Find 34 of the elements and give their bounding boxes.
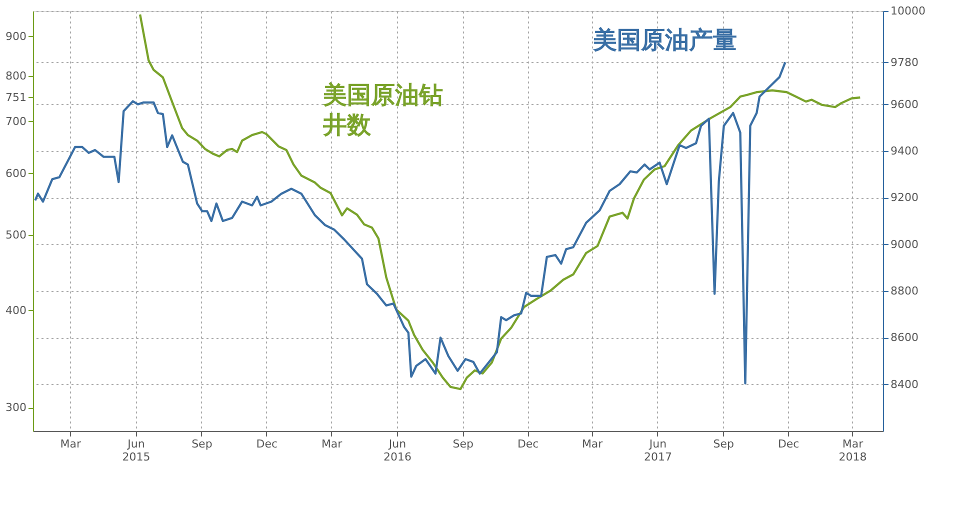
x-tick-label: Dec [778,438,800,450]
x-tick-label: Jun 2017 [644,438,672,464]
y-tick-label: 800 [6,70,26,83]
y-tick-label: 500 [6,228,26,242]
y-tick-label: 700 [6,114,26,128]
series-label: 美国原油产量 [592,26,737,54]
x-tick-label: Jun 2016 [383,438,412,464]
x-tick-label: Mar [582,438,604,450]
x-tick-label: Dec [256,438,278,450]
x-tick-label: Jun 2015 [122,438,150,464]
x-tick-label: Sep [452,438,474,450]
y2-tick-label: 9000 [890,238,918,251]
line-series [138,13,862,390]
y2-tick-label: 8600 [890,331,918,344]
x-tick-label: Sep [192,438,212,450]
y2-tick-label: 9400 [890,144,918,158]
x-tick-label: Sep [713,438,734,450]
y2-tick-label: 9600 [890,98,918,111]
x-tick-label: Dec [517,438,539,450]
y-tick-label: 751 [6,91,26,104]
y2-tick-label: 10000 [890,4,926,18]
x-tick-label: Mar [60,438,82,450]
y-tick-label: 600 [6,166,26,180]
y-tick-label: 300 [6,401,26,414]
x-tick-label: Mar 2018 [838,438,867,464]
line-series [34,61,786,384]
y2-tick-label: 8800 [890,284,918,298]
series-label: 美国原油钻井数 [322,81,443,139]
y2-tick-label: 9200 [890,191,918,204]
y2-tick-label: 9780 [890,56,918,69]
x-tick-label: Mar [321,438,343,450]
y2-tick-label: 8400 [890,378,918,391]
y-tick-label: 900 [6,30,26,43]
y-tick-label: 400 [6,304,26,317]
